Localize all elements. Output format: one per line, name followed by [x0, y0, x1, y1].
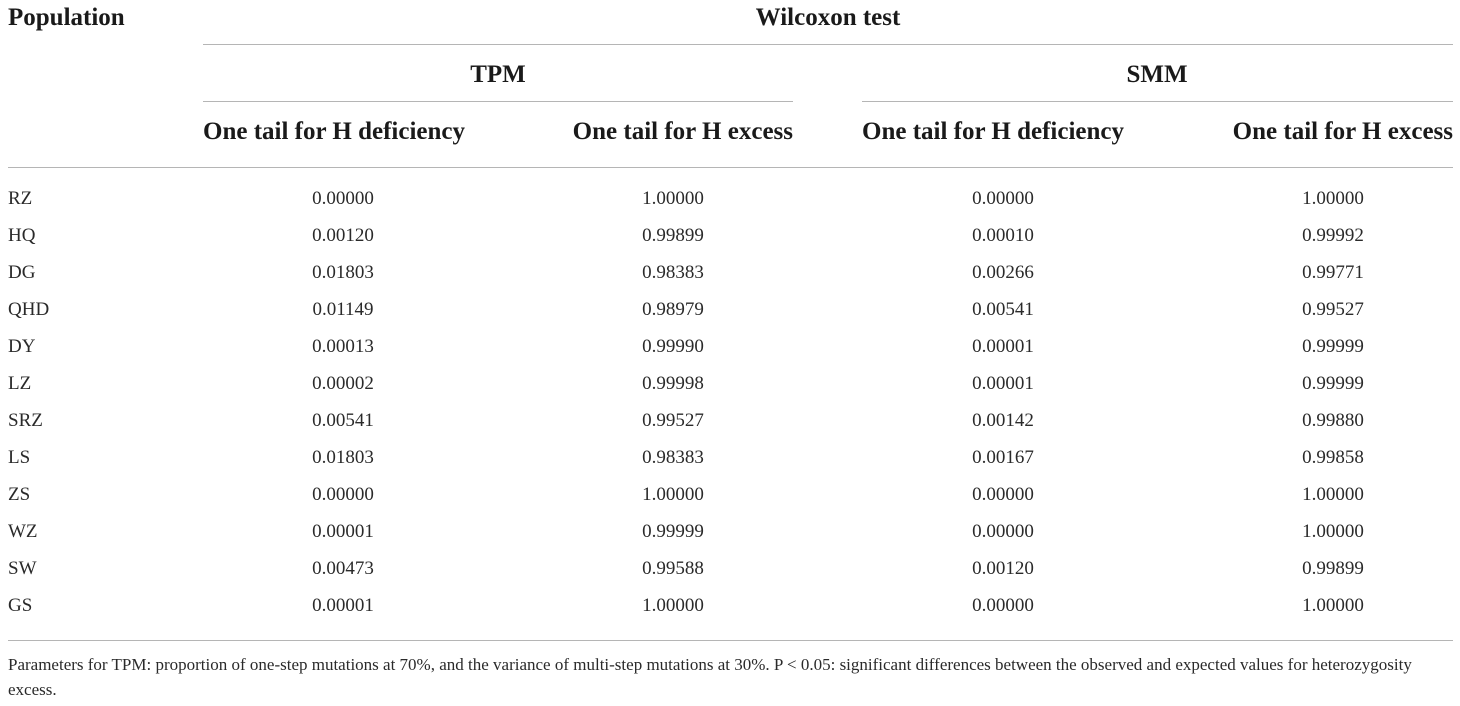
- row-population: QHD: [8, 299, 50, 320]
- row-value: 0.99771: [1302, 262, 1364, 283]
- row-value: 0.00541: [312, 410, 374, 431]
- row-value: 0.00000: [972, 484, 1034, 505]
- row-value: 0.00001: [312, 595, 374, 616]
- row-population: LS: [8, 447, 31, 468]
- row-value: 0.00002: [312, 373, 374, 394]
- row-value: 1.00000: [642, 595, 704, 616]
- row-value: 0.00001: [972, 336, 1034, 357]
- row-population: SW: [8, 558, 37, 579]
- row-value: 0.00001: [972, 373, 1034, 394]
- row-value: 0.98383: [642, 262, 704, 283]
- rule-under-wilcoxon: [203, 44, 1453, 45]
- row-value: 0.99899: [642, 225, 704, 246]
- row-population: DY: [8, 336, 36, 357]
- row-value: 0.00120: [972, 558, 1034, 579]
- header-col-tpm-deficiency: One tail for H deficiency: [203, 118, 465, 145]
- header-wilcoxon-test: Wilcoxon test: [755, 4, 901, 31]
- row-value: 1.00000: [1302, 521, 1364, 542]
- row-value: 0.01803: [312, 447, 374, 468]
- row-population: DG: [8, 262, 36, 283]
- row-value: 1.00000: [642, 484, 704, 505]
- row-value: 0.99527: [1302, 299, 1364, 320]
- row-population: RZ: [8, 188, 33, 209]
- row-value: 0.00142: [972, 410, 1034, 431]
- rule-under-smm: [862, 101, 1453, 102]
- row-value: 0.00013: [312, 336, 374, 357]
- row-value: 0.00473: [312, 558, 374, 579]
- row-value: 0.99998: [642, 373, 704, 394]
- row-value: 0.98383: [642, 447, 704, 468]
- row-value: 0.99990: [642, 336, 704, 357]
- row-value: 0.99992: [1302, 225, 1364, 246]
- header-col-smm-excess: One tail for H excess: [1232, 118, 1453, 145]
- header-col-smm-deficiency: One tail for H deficiency: [862, 118, 1124, 145]
- row-value: 0.98979: [642, 299, 704, 320]
- table-footnote: Parameters for TPM: proportion of one-st…: [8, 655, 1412, 699]
- row-value: 0.99527: [642, 410, 704, 431]
- row-population: SRZ: [8, 410, 43, 431]
- rule-table-bottom: [8, 640, 1453, 641]
- rule-header-bottom: [8, 167, 1453, 168]
- row-value: 1.00000: [1302, 595, 1364, 616]
- rule-under-tpm: [203, 101, 793, 102]
- row-value: 0.00167: [972, 447, 1034, 468]
- header-group-tpm: TPM: [470, 61, 526, 88]
- row-value: 0.99999: [1302, 373, 1364, 394]
- row-value: 0.00000: [972, 521, 1034, 542]
- row-value: 0.01149: [312, 299, 374, 320]
- row-value: 0.00001: [312, 521, 374, 542]
- row-value: 0.99880: [1302, 410, 1364, 431]
- header-group-smm: SMM: [1126, 61, 1188, 88]
- row-value: 0.00000: [312, 484, 374, 505]
- row-value: 0.99858: [1302, 447, 1364, 468]
- row-value: 0.00000: [972, 188, 1034, 209]
- row-value: 0.99588: [642, 558, 704, 579]
- row-value: 0.99999: [642, 521, 704, 542]
- row-value: 1.00000: [642, 188, 704, 209]
- header-population: Population: [8, 4, 125, 31]
- row-value: 0.99899: [1302, 558, 1364, 579]
- row-value: 0.00120: [312, 225, 374, 246]
- row-value: 0.99999: [1302, 336, 1364, 357]
- row-value: 0.00000: [972, 595, 1034, 616]
- row-value: 0.00010: [972, 225, 1034, 246]
- row-population: ZS: [8, 484, 31, 505]
- row-population: LZ: [8, 373, 32, 394]
- row-value: 1.00000: [1302, 188, 1364, 209]
- row-value: 0.01803: [312, 262, 374, 283]
- row-value: 0.00541: [972, 299, 1034, 320]
- row-population: HQ: [8, 225, 36, 246]
- row-value: 0.00266: [972, 262, 1034, 283]
- row-value: 0.00000: [312, 188, 374, 209]
- header-col-tpm-excess: One tail for H excess: [572, 118, 793, 145]
- row-population: GS: [8, 595, 33, 616]
- row-value: 1.00000: [1302, 484, 1364, 505]
- row-population: WZ: [8, 521, 38, 542]
